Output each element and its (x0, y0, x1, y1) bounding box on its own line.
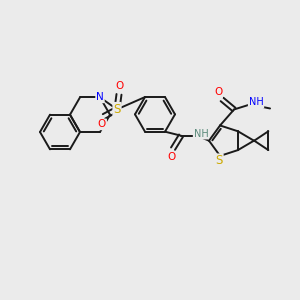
Text: O: O (116, 81, 124, 92)
Text: N: N (96, 92, 104, 102)
Text: S: S (113, 103, 121, 116)
Text: S: S (215, 154, 223, 167)
Text: NH: NH (249, 98, 263, 107)
Text: O: O (98, 119, 106, 129)
Text: O: O (214, 88, 222, 98)
Text: NH: NH (194, 129, 208, 139)
Text: O: O (167, 152, 175, 162)
